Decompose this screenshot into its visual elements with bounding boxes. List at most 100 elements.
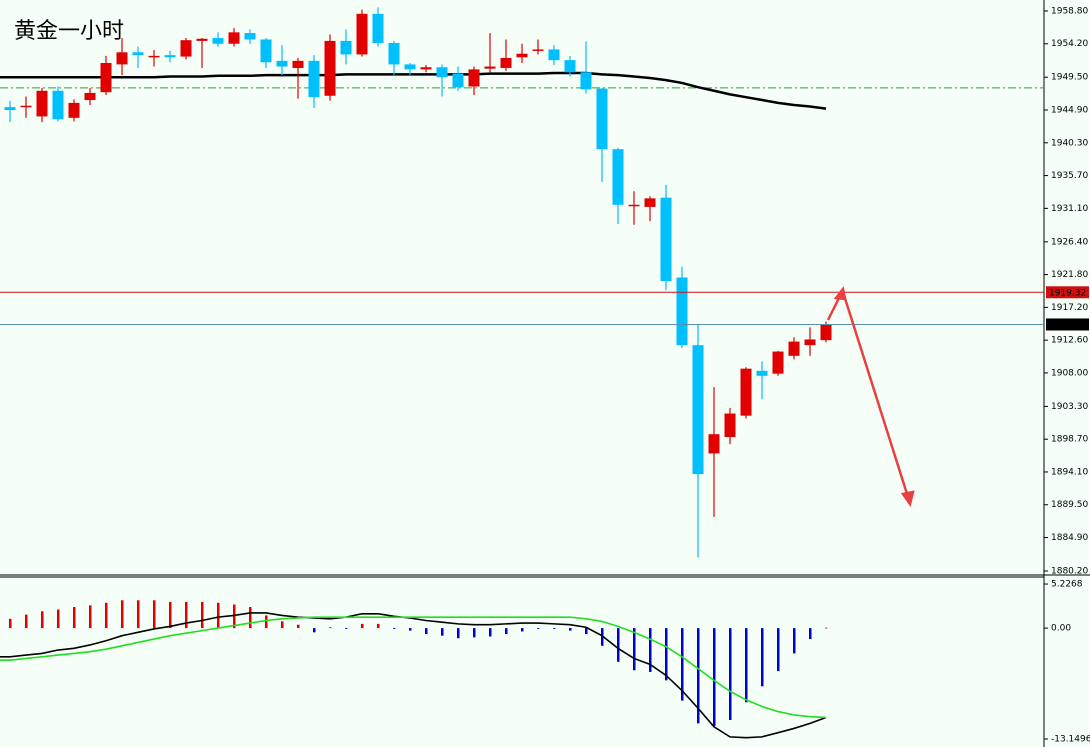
candle-body <box>180 40 192 57</box>
histogram-bar <box>473 628 476 638</box>
candle-body <box>420 67 432 70</box>
histogram-bar <box>441 628 444 636</box>
histogram-bar <box>409 628 412 631</box>
candle-body <box>804 339 816 346</box>
candle-body <box>756 370 768 376</box>
candle-body <box>676 277 688 346</box>
candle-body <box>500 57 512 68</box>
histogram-bar <box>73 607 76 629</box>
histogram-bar <box>569 628 572 631</box>
candle-body <box>52 90 64 120</box>
candle-body <box>452 73 464 88</box>
annotation-arrow <box>826 286 915 507</box>
histogram-bar <box>537 628 540 629</box>
candle-body <box>164 55 176 58</box>
histogram-bar <box>585 628 588 635</box>
y-tick-label: 1949.50 <box>1051 73 1088 83</box>
candle-body <box>36 90 48 117</box>
candle-body <box>84 92 96 101</box>
macd-line <box>0 616 827 719</box>
histogram-bar <box>361 623 364 629</box>
candle-body <box>228 32 240 44</box>
candle-body <box>564 60 576 73</box>
histogram-bar <box>505 628 508 635</box>
candle-body <box>436 67 448 78</box>
chart-title: 黄金一小时 <box>14 19 124 44</box>
candle-body <box>212 38 224 44</box>
candle-body <box>324 40 336 96</box>
candle-body <box>308 60 320 98</box>
histogram-bar <box>393 628 396 629</box>
candle-body <box>340 40 352 55</box>
y-tick-label: 1944.90 <box>1051 106 1088 116</box>
histogram-bar <box>489 628 492 637</box>
histogram-bar <box>281 621 284 629</box>
histogram-bar <box>217 602 220 629</box>
y-tick-label: 1908.00 <box>1051 368 1088 378</box>
candle-body <box>660 197 672 282</box>
histogram-bar <box>729 628 732 721</box>
candle-body <box>132 52 144 56</box>
candle-body <box>596 88 608 150</box>
histogram-bar <box>201 601 204 629</box>
histogram-bar <box>345 628 348 629</box>
histogram-bar <box>137 600 140 629</box>
candle-body <box>404 64 416 70</box>
candle-body <box>740 368 752 416</box>
histogram-bar <box>25 614 28 629</box>
y-tick-label: 1880.20 <box>1051 567 1088 577</box>
price-label: 1919.32 <box>1049 288 1086 298</box>
candle-body <box>388 43 400 65</box>
y-tick-label: 1958.80 <box>1051 6 1088 16</box>
candle-body <box>260 39 272 63</box>
candle-body <box>516 53 528 58</box>
candle-body <box>548 49 560 61</box>
histogram-bar <box>233 604 236 629</box>
histogram-bar <box>697 628 700 724</box>
histogram-bar <box>265 615 268 629</box>
histogram-bar <box>41 611 44 629</box>
histogram-bar <box>681 628 684 701</box>
candle-body <box>724 413 736 438</box>
candle-body <box>484 66 496 69</box>
candle-body <box>772 351 784 374</box>
y-tick-label: 1931.10 <box>1051 204 1088 214</box>
histogram-bar <box>809 628 812 640</box>
y-tick-label: 1940.30 <box>1051 138 1088 148</box>
histogram-bar <box>9 618 12 629</box>
y-tick-label: -13.1496 <box>1051 734 1090 744</box>
histogram-bar <box>425 628 428 635</box>
y-tick-label: 1884.90 <box>1051 533 1088 543</box>
histogram-bar <box>89 605 92 629</box>
histogram-bar <box>121 600 124 629</box>
y-tick-label: 1917.20 <box>1051 303 1088 313</box>
y-tick-label: 1912.60 <box>1051 336 1088 346</box>
candle-body <box>100 62 112 93</box>
price-label: 1914.80 <box>1049 320 1086 330</box>
y-tick-label: 5.2268 <box>1051 580 1083 590</box>
histogram-bar <box>553 628 556 629</box>
histogram-bar <box>633 628 636 671</box>
histogram-bar <box>665 628 668 681</box>
price-label-box <box>1046 318 1089 331</box>
candle-body <box>468 69 480 87</box>
candle-body <box>788 341 800 356</box>
candle-body <box>580 72 592 90</box>
histogram-bar <box>521 628 524 632</box>
y-tick-label: 1889.50 <box>1051 500 1088 510</box>
y-tick-label: 1926.40 <box>1051 237 1088 247</box>
candle-body <box>20 105 32 108</box>
histogram-bar <box>313 628 316 633</box>
histogram-bar <box>57 609 60 629</box>
y-tick-label: 0.00 <box>1051 624 1071 634</box>
candle-body <box>692 345 704 475</box>
histogram-bar <box>793 628 796 654</box>
candle-body <box>372 13 384 44</box>
candle-body <box>276 60 288 67</box>
y-tick-label: 1894.10 <box>1051 467 1088 477</box>
candle-body <box>820 324 832 341</box>
candle-body <box>292 60 304 68</box>
histogram-bar <box>169 601 172 629</box>
